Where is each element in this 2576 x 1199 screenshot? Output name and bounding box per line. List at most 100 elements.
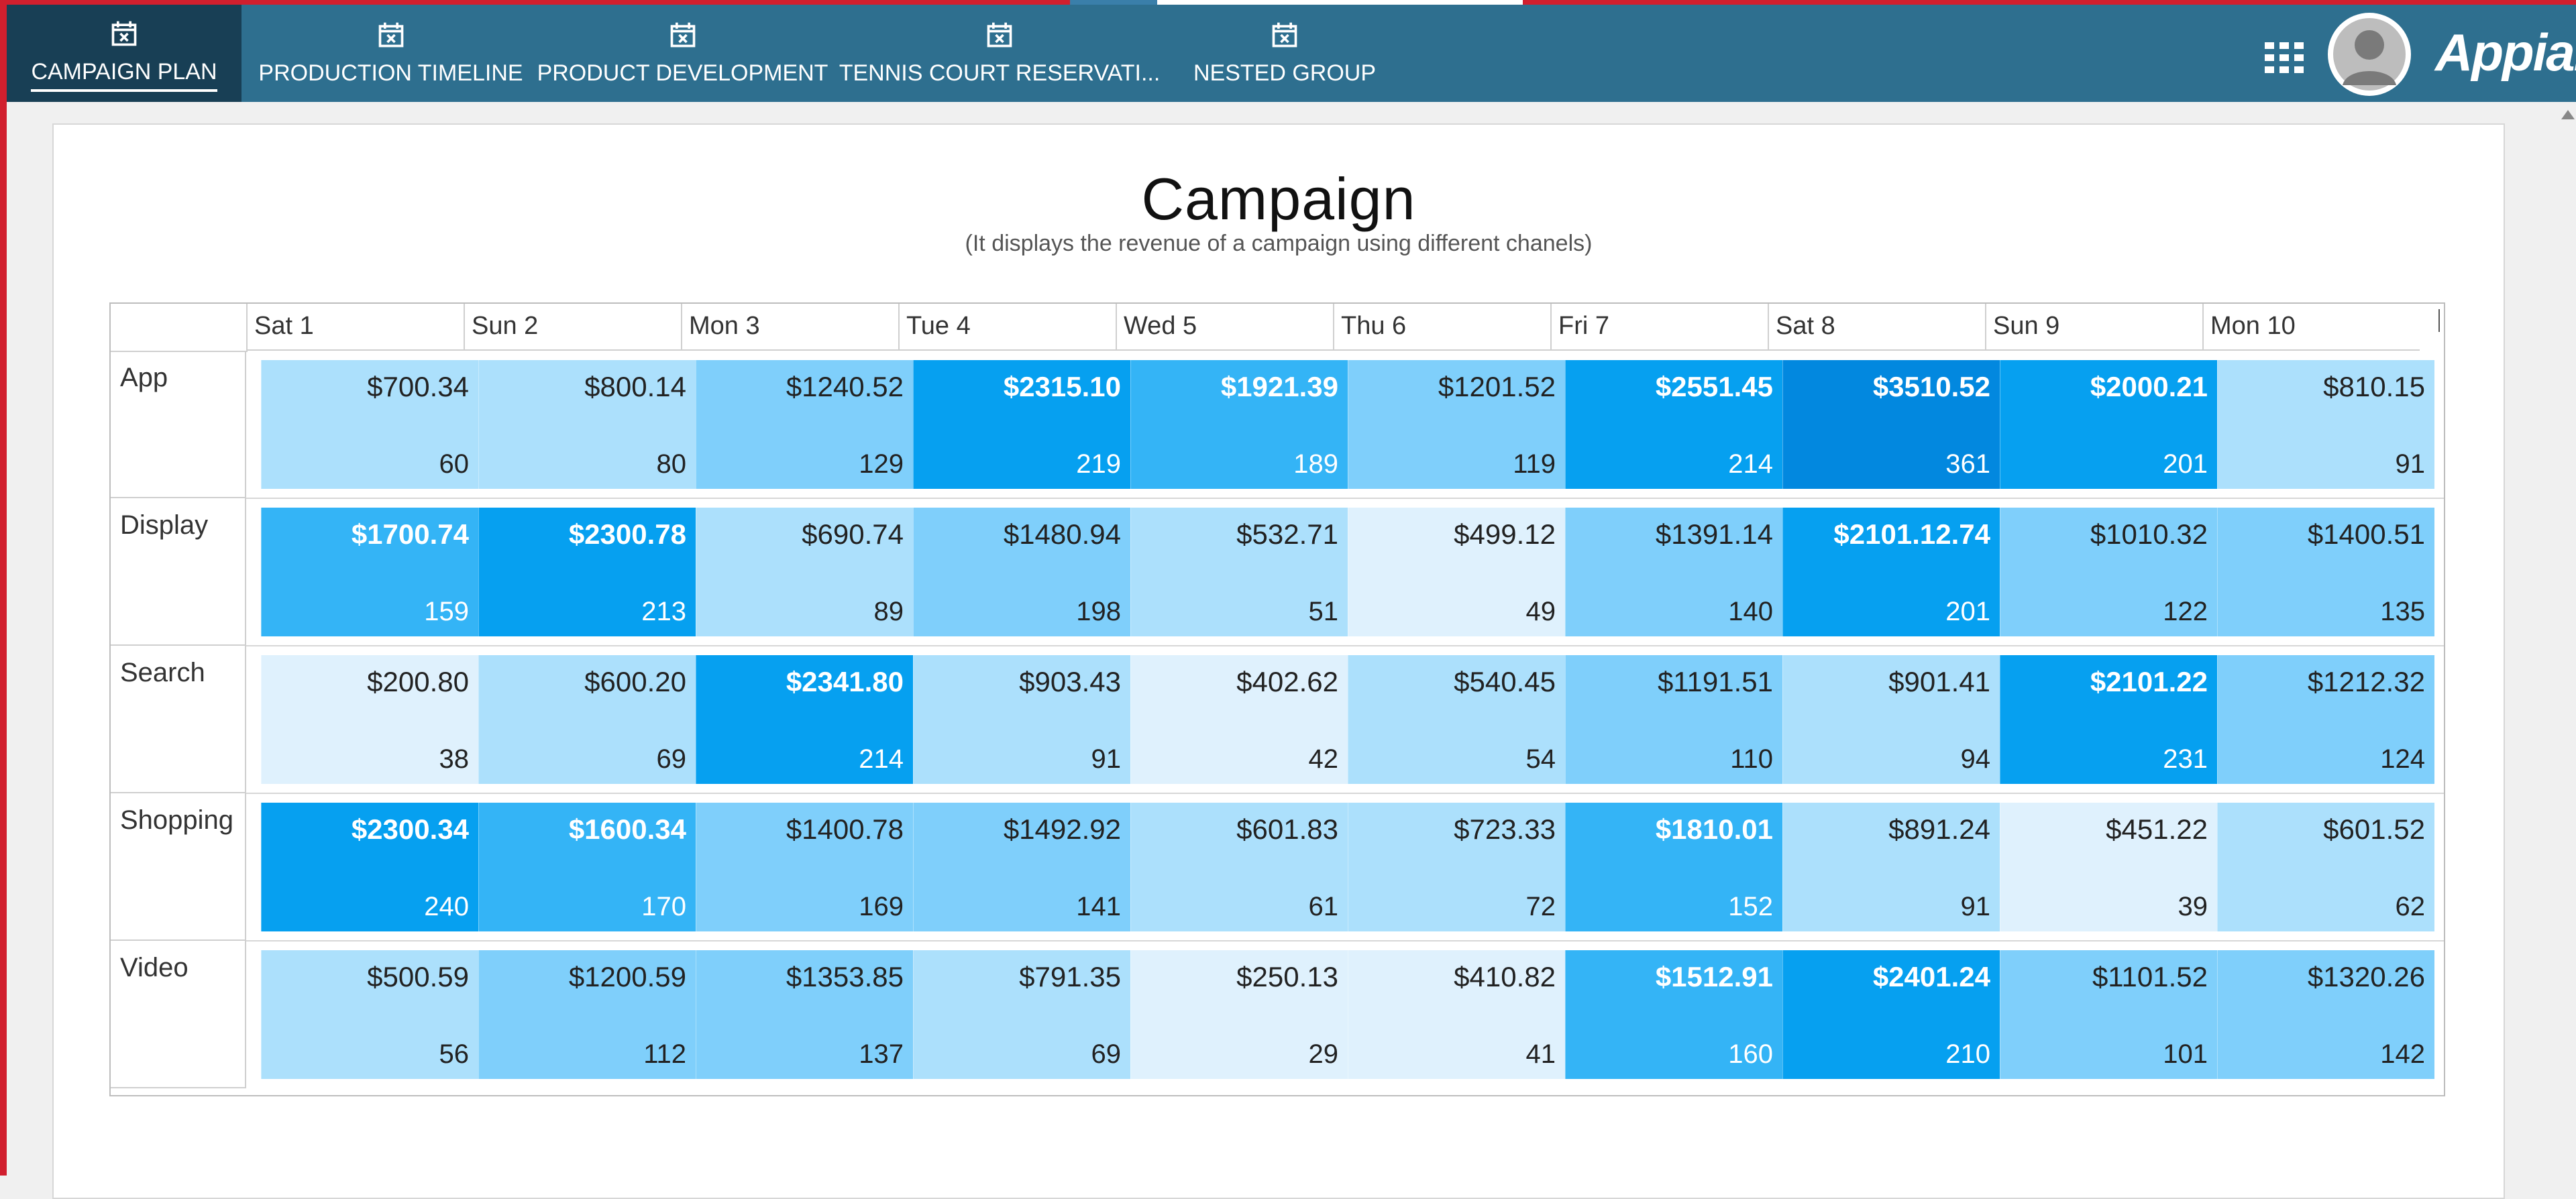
heatmap-cell[interactable]: $690.74 89: [696, 508, 913, 636]
calendar-x-icon: [1272, 22, 1297, 48]
cell-revenue: $2101.12.74: [1833, 518, 1990, 550]
heatmap-cell[interactable]: $2401.24 210: [1782, 950, 2000, 1079]
cell-count: 124: [2380, 744, 2425, 774]
tab-tennis-court-reservation[interactable]: TENNIS COURT RESERVATI...: [839, 5, 1160, 102]
apps-grid-icon[interactable]: [2265, 42, 2304, 73]
cell-count: 41: [1525, 1039, 1556, 1069]
heatmap-cell[interactable]: $901.41 94: [1782, 655, 2000, 784]
tab-nested-group[interactable]: NESTED GROUP: [1187, 5, 1382, 102]
cell-count: 94: [1960, 744, 1991, 774]
heatmap-cell[interactable]: $532.71 51: [1130, 508, 1348, 636]
cell-count: 219: [1076, 449, 1121, 479]
column-header: Mon 3: [681, 304, 898, 351]
cell-revenue: $901.41: [1888, 666, 1990, 697]
heatmap-cell[interactable]: $1212.32 124: [2217, 655, 2434, 784]
cell-revenue: $250.13: [1236, 961, 1338, 992]
cell-count: 122: [2163, 597, 2208, 626]
cell-revenue: $532.71: [1236, 518, 1338, 550]
frame-accent-light: [1157, 0, 1523, 5]
heatmap-cell[interactable]: $1101.52 101: [2000, 950, 2217, 1079]
cell-count: 91: [1091, 744, 1122, 774]
heatmap-cell[interactable]: $2101.12.74 201: [1782, 508, 2000, 636]
cell-revenue: $3510.52: [1872, 371, 1990, 402]
tab-production-timeline[interactable]: PRODUCTION TIMELINE: [255, 5, 527, 102]
cell-count: 214: [1728, 449, 1773, 479]
cell-count: 60: [439, 449, 470, 479]
heatmap-cell[interactable]: $1240.52 129: [696, 360, 913, 489]
tab-label: CAMPAIGN PLAN: [31, 59, 217, 92]
cell-count: 189: [1293, 449, 1338, 479]
heatmap-cell[interactable]: $2101.22 231: [2000, 655, 2217, 784]
heatmap-cell[interactable]: $540.45 54: [1348, 655, 1565, 784]
heatmap-cell[interactable]: $451.22 39: [2000, 803, 2217, 931]
heatmap-cell[interactable]: $1353.85 137: [696, 950, 913, 1079]
cell-count: 240: [424, 892, 469, 921]
cell-count: 137: [859, 1039, 904, 1069]
heatmap-cell[interactable]: $499.12 49: [1348, 508, 1565, 636]
heatmap-cell[interactable]: $1191.51 110: [1565, 655, 1782, 784]
heatmap-cell[interactable]: $723.33 72: [1348, 803, 1565, 931]
heatmap-cell[interactable]: $1200.59 112: [478, 950, 696, 1079]
heatmap-cell[interactable]: $810.15 91: [2217, 360, 2434, 489]
heatmap-cell[interactable]: $3510.52 361: [1782, 360, 2000, 489]
row-label: App: [111, 351, 246, 498]
heatmap-cell[interactable]: $2551.45 214: [1565, 360, 1782, 489]
heatmap-cell[interactable]: $601.52 62: [2217, 803, 2434, 931]
heatmap-cell[interactable]: $1600.34 170: [478, 803, 696, 931]
cell-count: 112: [643, 1039, 686, 1069]
cell-count: 38: [439, 744, 470, 774]
heatmap-cell[interactable]: $200.80 38: [261, 655, 478, 784]
heatmap-cell[interactable]: $1921.39 189: [1130, 360, 1348, 489]
cell-count: 110: [1730, 744, 1773, 774]
heatmap-cell[interactable]: $1700.74 159: [261, 508, 478, 636]
row-label: Display: [111, 498, 246, 646]
heatmap-cell[interactable]: $891.24 91: [1782, 803, 2000, 931]
heatmap-cell[interactable]: $2300.78 213: [478, 508, 696, 636]
cell-count: 231: [2163, 744, 2208, 774]
heatmap-cell[interactable]: $410.82 41: [1348, 950, 1565, 1079]
cell-revenue: $1400.51: [2307, 518, 2425, 550]
heatmap-cell[interactable]: $2000.21 201: [2000, 360, 2217, 489]
heatmap-cell[interactable]: $601.83 61: [1130, 803, 1348, 931]
appian-logo[interactable]: Appian: [2435, 23, 2576, 82]
heatmap-cell[interactable]: $791.35 69: [913, 950, 1130, 1079]
tab-label: NESTED GROUP: [1193, 60, 1377, 86]
cell-count: 62: [2395, 892, 2426, 921]
cell-revenue: $723.33: [1454, 813, 1556, 845]
heatmap-cell[interactable]: $1010.32 122: [2000, 508, 2217, 636]
heatmap-cell[interactable]: $250.13 29: [1130, 950, 1348, 1079]
cell-count: 39: [2178, 892, 2208, 921]
heatmap-cell[interactable]: $1400.51 135: [2217, 508, 2434, 636]
heatmap-cell[interactable]: $1201.52 119: [1348, 360, 1565, 489]
heatmap-cell[interactable]: $2315.10 219: [913, 360, 1130, 489]
heatmap-cell[interactable]: $700.34 60: [261, 360, 478, 489]
heatmap-cell[interactable]: $1512.91 160: [1565, 950, 1782, 1079]
calendar-x-icon: [378, 22, 403, 48]
heatmap-cell[interactable]: $903.43 91: [913, 655, 1130, 784]
cell-revenue: $500.59: [367, 961, 469, 992]
cell-revenue: $1600.34: [568, 813, 686, 845]
heatmap-cell[interactable]: $1480.94 198: [913, 508, 1130, 636]
cell-revenue: $1921.39: [1220, 371, 1338, 402]
heatmap-cell[interactable]: $1320.26 142: [2217, 950, 2434, 1079]
user-avatar-icon[interactable]: [2328, 13, 2411, 96]
tab-product-development[interactable]: PRODUCT DEVELOPMENT: [537, 5, 828, 102]
heatmap-cell[interactable]: $1810.01 152: [1565, 803, 1782, 931]
heatmap-cell[interactable]: $1492.92 141: [913, 803, 1130, 931]
heatmap-cell[interactable]: $2300.34 240: [261, 803, 478, 931]
heatmap-cell[interactable]: $402.62 42: [1130, 655, 1348, 784]
heatmap-cell[interactable]: $1400.78 169: [696, 803, 913, 931]
heatmap-cell[interactable]: $500.59 56: [261, 950, 478, 1079]
cell-revenue: $410.82: [1454, 961, 1556, 992]
heatmap-cell[interactable]: $800.14 80: [478, 360, 696, 489]
cell-count: 198: [1076, 597, 1121, 626]
column-header: Sun 2: [464, 304, 681, 351]
cell-revenue: $1320.26: [2307, 961, 2425, 992]
cell-count: 129: [859, 449, 904, 479]
scroll-up-arrow-icon[interactable]: [2561, 110, 2575, 119]
heatmap-cell[interactable]: $2341.80 214: [696, 655, 913, 784]
heatmap-cell[interactable]: $600.20 69: [478, 655, 696, 784]
campaign-card: Campaign (It displays the revenue of a c…: [52, 123, 2505, 1199]
heatmap-cell[interactable]: $1391.14 140: [1565, 508, 1782, 636]
tab-campaign-plan[interactable]: CAMPAIGN PLAN: [7, 5, 241, 102]
